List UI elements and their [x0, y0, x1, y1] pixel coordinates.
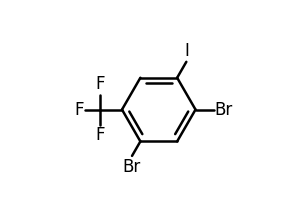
Text: I: I: [185, 43, 190, 61]
Text: F: F: [95, 75, 105, 93]
Text: Br: Br: [215, 101, 233, 118]
Text: Br: Br: [122, 158, 140, 176]
Text: F: F: [74, 101, 84, 118]
Text: F: F: [95, 126, 105, 144]
